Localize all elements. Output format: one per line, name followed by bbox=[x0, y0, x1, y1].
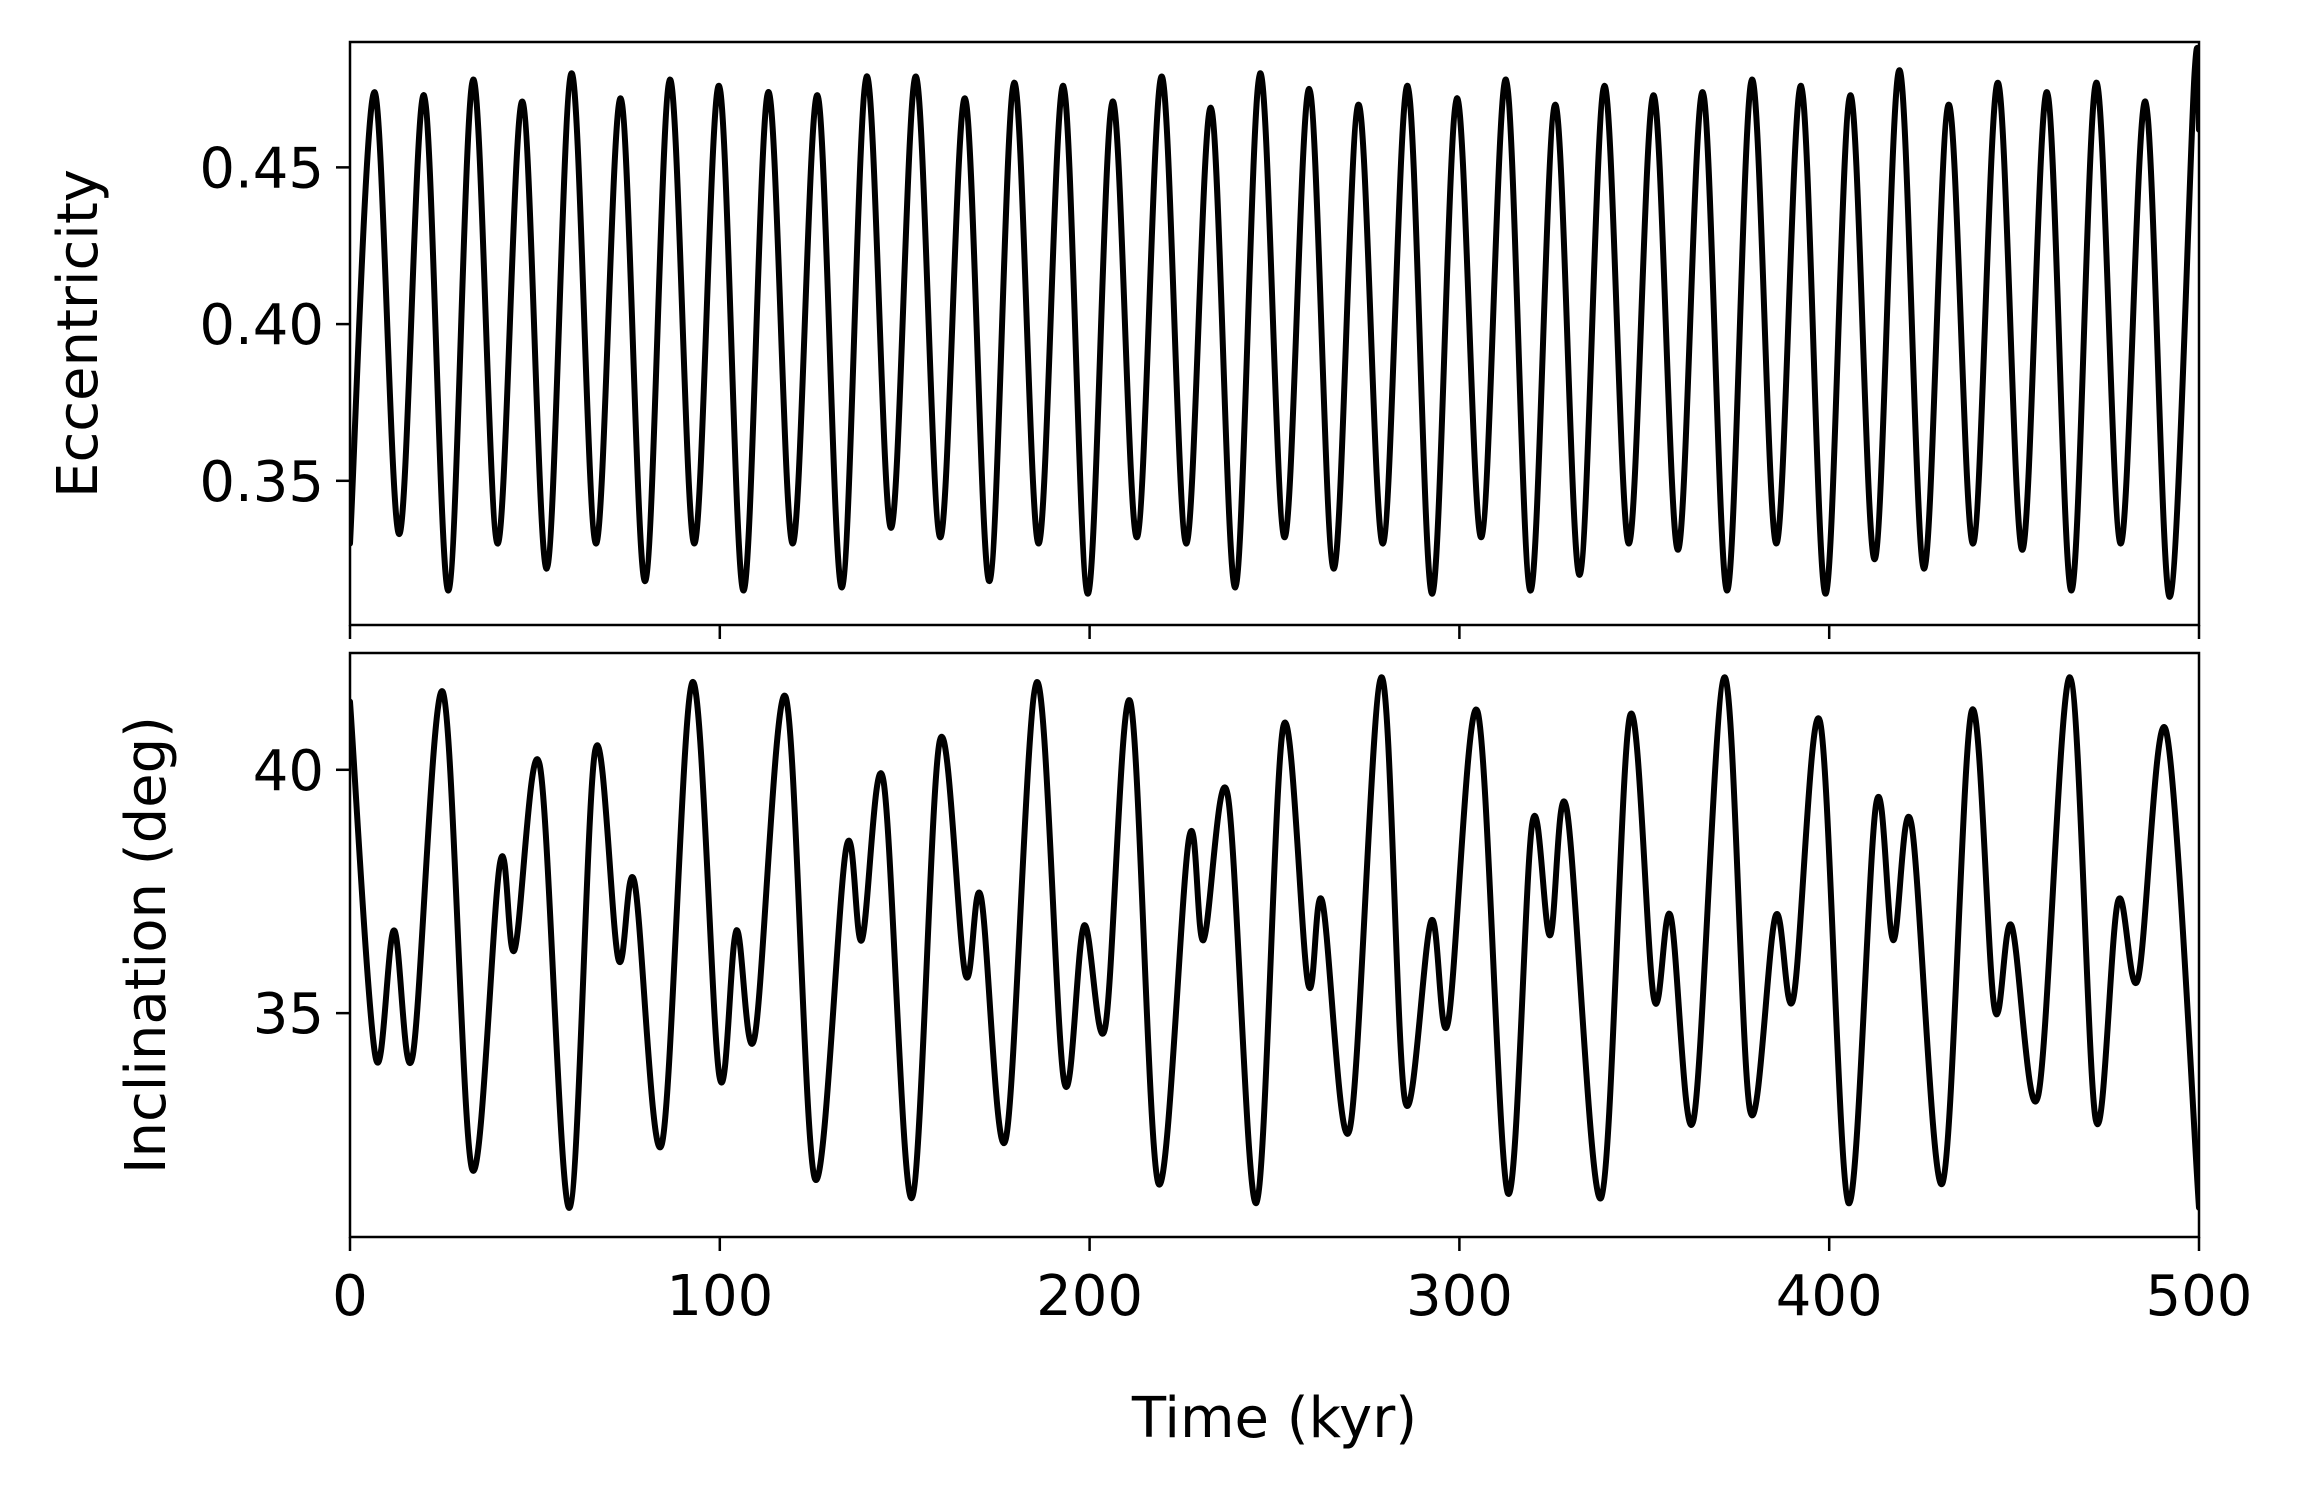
ytick-label: 0.35 bbox=[199, 450, 324, 515]
inclination-series bbox=[350, 674, 2199, 1211]
ytick-label: 40 bbox=[253, 739, 324, 804]
xtick-label: 200 bbox=[1036, 1264, 1143, 1329]
eccentricity-series bbox=[350, 45, 2199, 600]
eccentricity-panel: 0.35 0.40 0.45 Eccentricity bbox=[46, 40, 2201, 639]
xtick-label: 0 bbox=[332, 1264, 368, 1329]
inclination-axis-label: Inclination (deg) bbox=[114, 716, 179, 1174]
eccentricity-xticks bbox=[348, 625, 2201, 639]
xtick-label: 100 bbox=[666, 1264, 773, 1329]
inclination-line bbox=[350, 674, 2199, 1211]
ytick-label: 35 bbox=[253, 982, 324, 1047]
xtick-label: 400 bbox=[1776, 1264, 1883, 1329]
eccentricity-line bbox=[350, 45, 2199, 600]
eccentricity-yticks: 0.35 0.40 0.45 bbox=[199, 136, 350, 515]
inclination-yticks: 35 40 bbox=[253, 739, 350, 1047]
eccentricity-axis-label: Eccentricity bbox=[46, 169, 111, 498]
inclination-axes-frame bbox=[348, 651, 2201, 1239]
time-axis-label: Time (kyr) bbox=[1131, 1386, 1417, 1451]
time-xticks: 0 100 200 300 400 500 bbox=[332, 1237, 2252, 1329]
ytick-label: 0.40 bbox=[199, 293, 324, 358]
eccentricity-axes-frame bbox=[348, 40, 2201, 627]
ytick-label: 0.45 bbox=[199, 136, 324, 201]
xtick-label: 500 bbox=[2146, 1264, 2253, 1329]
xtick-label: 300 bbox=[1406, 1264, 1513, 1329]
